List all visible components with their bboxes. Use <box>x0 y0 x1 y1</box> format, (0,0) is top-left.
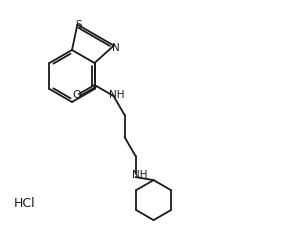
Text: NH: NH <box>109 90 124 100</box>
Text: NH: NH <box>132 169 147 179</box>
Text: HCl: HCl <box>14 197 36 210</box>
Text: N: N <box>112 43 120 52</box>
Text: S: S <box>75 19 82 29</box>
Text: O: O <box>73 90 81 100</box>
